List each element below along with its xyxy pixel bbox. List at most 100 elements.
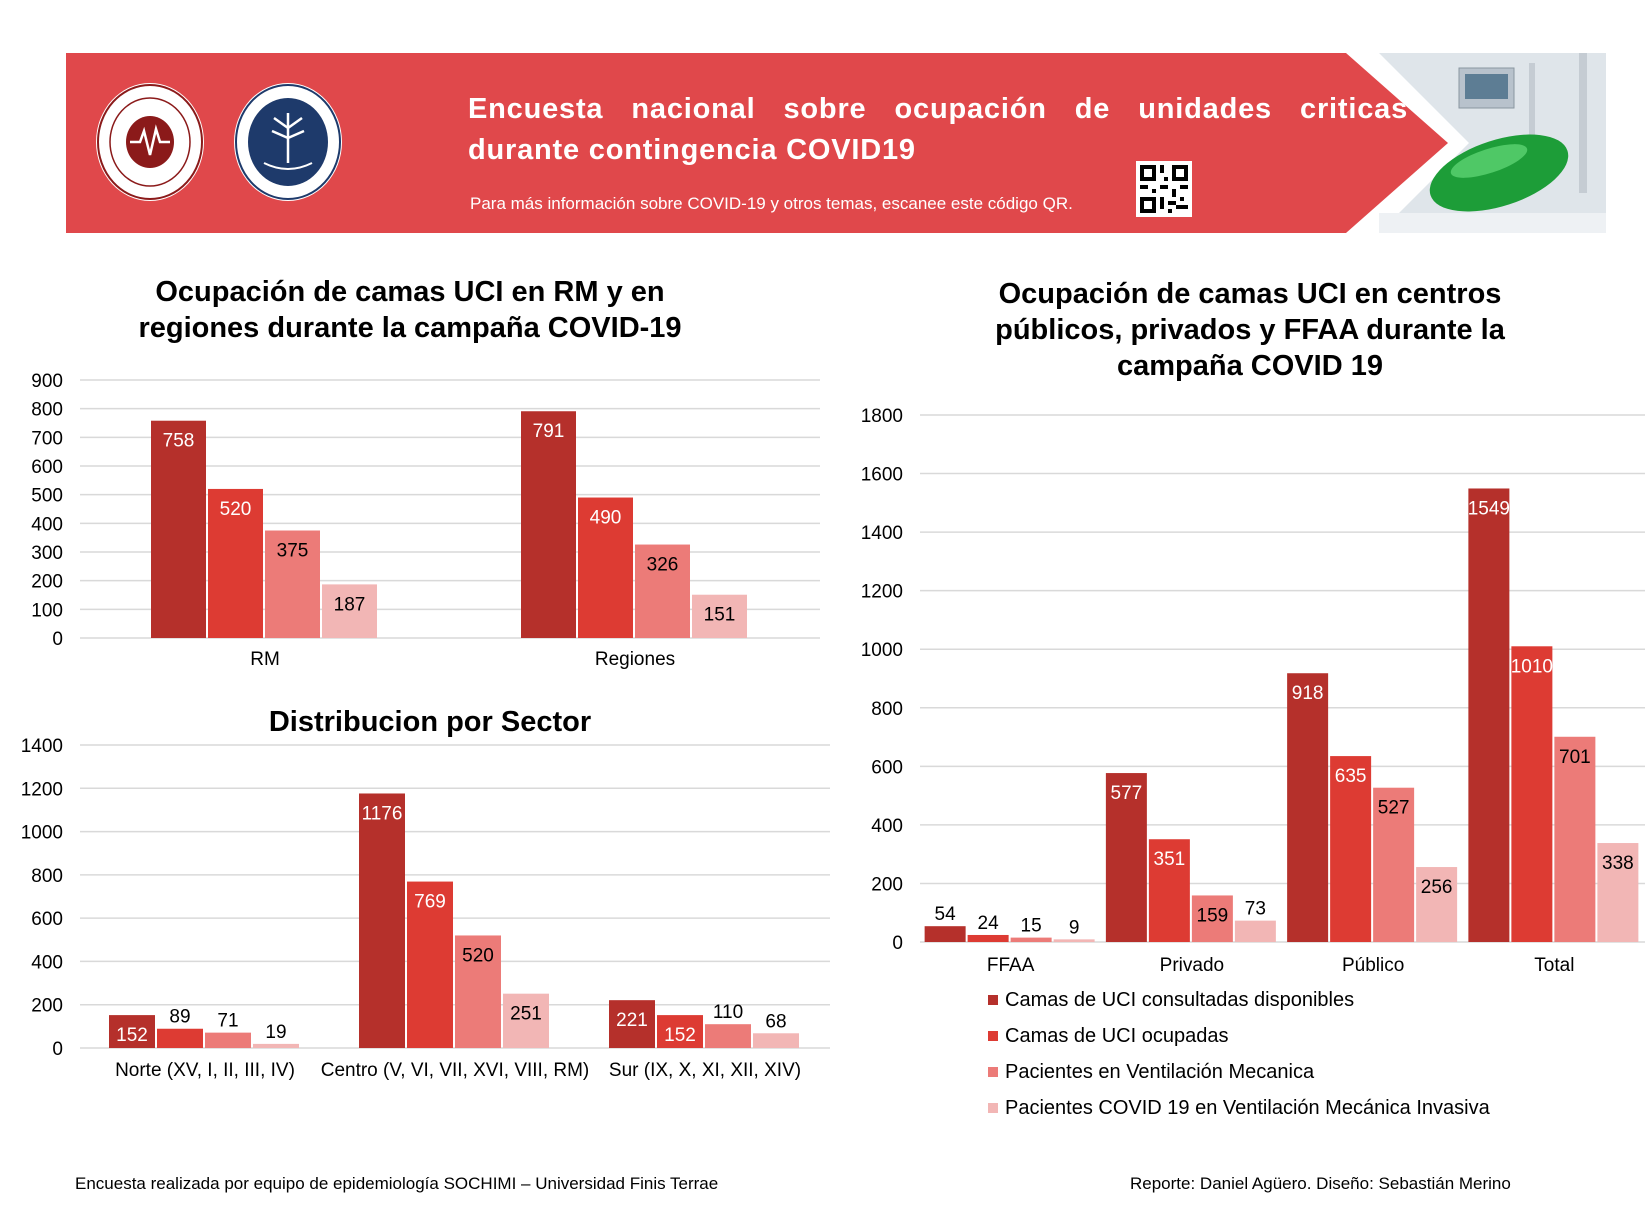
footer-report: Reporte: Daniel Agüero. Diseño: Sebastiá… [1130, 1174, 1511, 1193]
y-tick-label: 1200 [21, 779, 63, 800]
bar [407, 881, 453, 1048]
bar [1511, 646, 1553, 942]
bar [253, 1043, 299, 1048]
data-label: 110 [713, 1002, 743, 1023]
y-tick-label: 700 [31, 428, 63, 449]
data-label: 351 [1154, 849, 1186, 870]
y-tick-label: 400 [31, 952, 63, 973]
data-label: 54 [935, 904, 957, 925]
x-category-label: FFAA [987, 955, 1035, 976]
data-label: 1549 [1468, 498, 1510, 519]
data-label: 635 [1335, 766, 1367, 787]
data-label: 89 [169, 1007, 190, 1028]
legend-swatch [988, 1031, 998, 1041]
y-tick-label: 100 [31, 600, 63, 621]
bar [265, 530, 320, 638]
bar [705, 1024, 751, 1048]
data-label: 490 [590, 508, 622, 529]
bar [1191, 895, 1233, 942]
sochimi-seal-icon [97, 84, 203, 200]
qr-code-icon [1136, 161, 1192, 217]
data-label: 71 [217, 1011, 238, 1032]
y-tick-label: 200 [871, 874, 903, 895]
y-tick-label: 400 [871, 816, 903, 837]
icu-photo [1379, 53, 1606, 233]
legend-label: Camas de UCI consultadas disponibles [1005, 988, 1355, 1011]
bar [924, 926, 966, 942]
y-tick-label: 800 [871, 699, 903, 720]
chart-sector: 0 200 400 600 800 1000 1200 1400 152 89 71 19 Norte … [21, 736, 830, 1081]
bar [157, 1028, 203, 1048]
bar [657, 1015, 703, 1048]
bar [1010, 937, 1052, 942]
bar [1416, 867, 1458, 942]
finis-terrae-seal-icon [235, 84, 341, 200]
y-tick-label: 0 [52, 1039, 63, 1060]
bar [967, 934, 1009, 942]
y-tick-label: 800 [31, 866, 63, 887]
bar [1053, 939, 1095, 942]
data-label: 151 [704, 605, 736, 626]
chart-title-centros: Ocupación de camas UCI en centros públic… [995, 278, 1505, 382]
y-tick-label: 0 [892, 933, 903, 954]
data-label: 577 [1111, 783, 1143, 804]
legend-swatch [988, 1067, 998, 1077]
chart-legend: Camas de UCI consultadas disponibles Cam… [988, 982, 1490, 1126]
y-tick-label: 1400 [21, 736, 63, 757]
bar [609, 1000, 655, 1048]
bar [753, 1033, 799, 1048]
data-label: 152 [664, 1025, 696, 1046]
y-tick-label: 1200 [861, 582, 903, 603]
y-tick-label: 1600 [861, 465, 903, 486]
bar [1234, 920, 1276, 942]
y-tick-label: 1400 [861, 523, 903, 544]
legend-item: Camas de UCI consultadas disponibles [988, 982, 1490, 1018]
bar [1105, 773, 1147, 942]
x-category-label: RM [250, 649, 280, 670]
x-category-label: Total [1534, 955, 1574, 976]
data-label: 338 [1602, 853, 1634, 874]
y-tick-label: 900 [31, 371, 63, 392]
data-label: 24 [978, 913, 1000, 934]
y-tick-label: 1000 [861, 640, 903, 661]
data-label: 527 [1378, 798, 1410, 819]
bar [1330, 756, 1372, 942]
sochimi-logo [96, 83, 204, 201]
y-tick-label: 0 [52, 629, 63, 650]
y-tick-label: 1000 [21, 823, 63, 844]
y-tick-label: 800 [31, 400, 63, 421]
x-category-label: Privado [1160, 955, 1224, 976]
footer-credit: Encuesta realizada por equipo de epidemi… [75, 1174, 719, 1193]
data-label: 375 [277, 541, 309, 562]
header-banner: Encuesta nacional sobre ocupación de uni… [66, 53, 1606, 233]
y-tick-label: 500 [31, 486, 63, 507]
y-tick-label: 200 [31, 996, 63, 1017]
bar [578, 497, 633, 638]
y-tick-label: 200 [31, 572, 63, 593]
legend-item: Pacientes COVID 19 en Ventilación Mecáni… [988, 1090, 1490, 1126]
y-tick-label: 1800 [861, 406, 903, 427]
bar [1373, 787, 1415, 942]
data-label: 791 [533, 421, 565, 442]
bar [503, 993, 549, 1048]
y-tick-label: 400 [31, 514, 63, 535]
y-tick-label: 300 [31, 543, 63, 564]
legend-item: Pacientes en Ventilación Mecanica [988, 1054, 1490, 1090]
banner-title: Encuesta nacional sobre ocupación de uni… [468, 93, 1408, 166]
bar [1287, 673, 1329, 942]
legend-label: Pacientes COVID 19 en Ventilación Mecáni… [1005, 1096, 1490, 1119]
bar [322, 584, 377, 638]
data-label: 1176 [362, 803, 403, 824]
bar [109, 1015, 155, 1048]
x-category-label: Centro (V, VI, VII, XVI, VIII, RM) [321, 1060, 590, 1081]
data-label: 159 [1197, 905, 1229, 926]
data-label: 326 [647, 555, 679, 576]
data-label: 19 [265, 1022, 286, 1043]
bar [205, 1032, 251, 1048]
y-tick-label: 600 [871, 757, 903, 778]
data-label: 918 [1292, 683, 1324, 704]
data-label: 769 [414, 892, 446, 913]
y-tick-label: 600 [31, 909, 63, 930]
finis-terrae-logo [234, 83, 342, 201]
chart-title-sector: Distribucion por Sector [268, 706, 592, 738]
